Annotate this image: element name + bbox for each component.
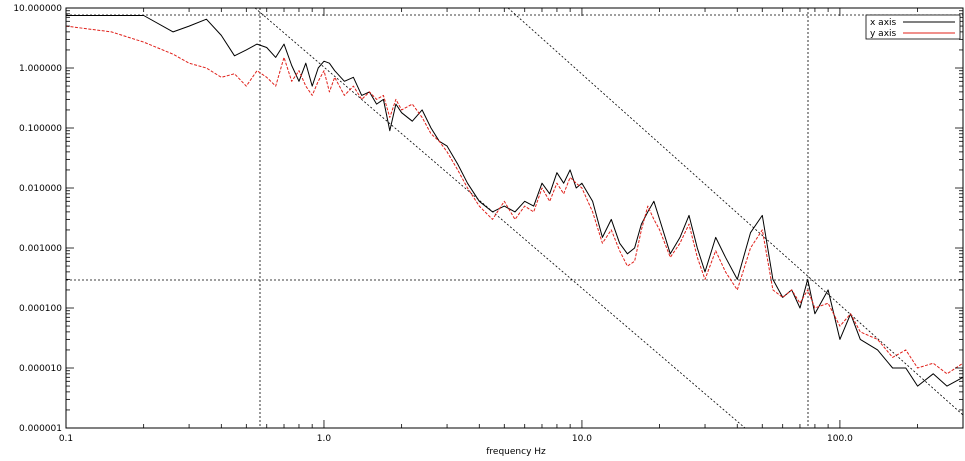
x-axis-ticks: 0.1 1.0 10.0 100.0 bbox=[59, 8, 964, 444]
legend: x axis y axis bbox=[865, 14, 961, 40]
x-tick-label: 1.0 bbox=[317, 434, 332, 444]
series-line-x-axis bbox=[66, 15, 964, 387]
legend-label-x-axis: x axis bbox=[870, 18, 897, 28]
reference-diagonal-upper bbox=[507, 7, 964, 416]
legend-box bbox=[865, 14, 961, 40]
y-tick-label: 10.000000 bbox=[13, 4, 62, 14]
y-tick-label: 0.000001 bbox=[19, 424, 62, 434]
y-tick-label: 1.000000 bbox=[19, 64, 62, 74]
y-tick-label: 0.000100 bbox=[19, 304, 62, 314]
x-tick-label: 100.0 bbox=[827, 434, 853, 444]
x-axis-label: frequency Hz bbox=[486, 447, 546, 457]
series-layer bbox=[65, 15, 964, 387]
legend-label-y-axis: y axis bbox=[870, 29, 897, 39]
reference-lines bbox=[66, 7, 964, 429]
plot-frame bbox=[65, 7, 964, 429]
y-tick-label: 0.100000 bbox=[19, 124, 62, 134]
x-tick-label: 0.1 bbox=[59, 434, 73, 444]
reference-diagonal-lower bbox=[254, 7, 746, 429]
series-line-y-axis bbox=[65, 25, 964, 375]
y-tick-label: 0.001000 bbox=[19, 244, 62, 254]
x-tick-label: 10.0 bbox=[572, 434, 592, 444]
y-tick-label: 0.010000 bbox=[19, 184, 62, 194]
y-tick-label: 0.000010 bbox=[19, 364, 62, 374]
y-axis-ticks: 0.000001 0.000010 0.000100 0.001000 0.010000… bbox=[13, 4, 963, 434]
